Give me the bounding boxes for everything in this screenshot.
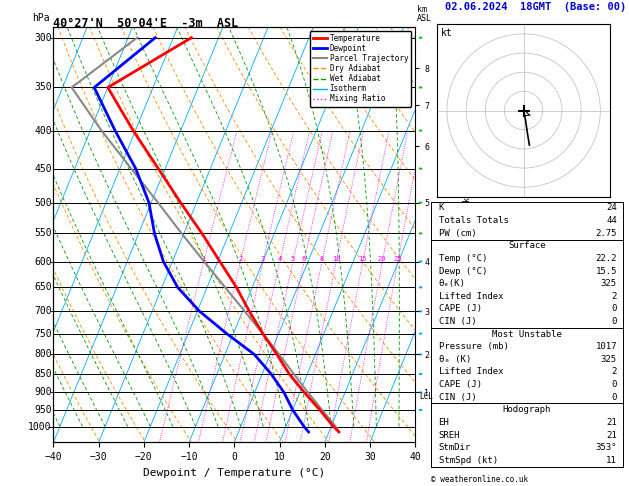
Text: 10: 10 xyxy=(331,256,340,262)
Text: 21: 21 xyxy=(606,418,617,427)
Text: 600: 600 xyxy=(34,257,52,266)
Text: 450: 450 xyxy=(34,164,52,174)
Text: Lifted Index: Lifted Index xyxy=(438,292,503,301)
Text: 350: 350 xyxy=(34,83,52,92)
Text: 300: 300 xyxy=(34,33,52,43)
Text: hPa: hPa xyxy=(32,13,50,22)
Text: Pressure (mb): Pressure (mb) xyxy=(438,342,508,351)
Text: Temp (°C): Temp (°C) xyxy=(438,254,487,263)
Text: 950: 950 xyxy=(34,405,52,415)
Text: 900: 900 xyxy=(34,387,52,398)
Text: Dewp (°C): Dewp (°C) xyxy=(438,266,487,276)
Text: CIN (J): CIN (J) xyxy=(438,393,476,402)
Text: Surface: Surface xyxy=(508,242,545,250)
Text: 2: 2 xyxy=(611,292,617,301)
Text: 40°27'N  50°04'E  -3m  ASL: 40°27'N 50°04'E -3m ASL xyxy=(53,17,239,30)
Text: θₑ (K): θₑ (K) xyxy=(438,355,470,364)
Text: 20: 20 xyxy=(378,256,386,262)
Text: 22.2: 22.2 xyxy=(596,254,617,263)
Text: PW (cm): PW (cm) xyxy=(438,229,476,238)
Text: 25: 25 xyxy=(394,256,402,262)
Text: Mixing Ratio (g/kg): Mixing Ratio (g/kg) xyxy=(463,187,472,282)
Text: 750: 750 xyxy=(34,329,52,339)
Text: Hodograph: Hodograph xyxy=(503,405,551,414)
Text: 2.75: 2.75 xyxy=(596,229,617,238)
Text: Totals Totals: Totals Totals xyxy=(438,216,508,225)
Text: 550: 550 xyxy=(34,228,52,239)
Text: 1: 1 xyxy=(201,256,206,262)
Text: 1000: 1000 xyxy=(28,421,52,432)
Text: LCL: LCL xyxy=(420,392,433,400)
Text: 4: 4 xyxy=(277,256,282,262)
Legend: Temperature, Dewpoint, Parcel Trajectory, Dry Adiabat, Wet Adiabat, Isotherm, Mi: Temperature, Dewpoint, Parcel Trajectory… xyxy=(309,31,411,106)
Text: 0: 0 xyxy=(611,393,617,402)
Text: Most Unstable: Most Unstable xyxy=(492,330,562,339)
Text: 6: 6 xyxy=(302,256,306,262)
Text: 5: 5 xyxy=(291,256,295,262)
Text: Lifted Index: Lifted Index xyxy=(438,367,503,377)
Text: 3: 3 xyxy=(261,256,265,262)
Text: CAPE (J): CAPE (J) xyxy=(438,380,482,389)
Text: 650: 650 xyxy=(34,282,52,293)
Text: 1017: 1017 xyxy=(596,342,617,351)
Text: 21: 21 xyxy=(606,431,617,439)
Text: © weatheronline.co.uk: © weatheronline.co.uk xyxy=(431,474,528,484)
Text: 325: 325 xyxy=(601,355,617,364)
Text: 700: 700 xyxy=(34,306,52,316)
Text: 24: 24 xyxy=(606,204,617,212)
Text: CIN (J): CIN (J) xyxy=(438,317,476,326)
Text: 15: 15 xyxy=(359,256,367,262)
Text: 2: 2 xyxy=(611,367,617,377)
Text: 325: 325 xyxy=(601,279,617,288)
Text: 0: 0 xyxy=(611,380,617,389)
Text: StmSpd (kt): StmSpd (kt) xyxy=(438,456,498,465)
Text: StmDir: StmDir xyxy=(438,443,470,452)
Text: CAPE (J): CAPE (J) xyxy=(438,304,482,313)
Text: 850: 850 xyxy=(34,369,52,379)
Text: θₑ(K): θₑ(K) xyxy=(438,279,465,288)
Text: 15.5: 15.5 xyxy=(596,266,617,276)
Text: EH: EH xyxy=(438,418,449,427)
Text: 8: 8 xyxy=(320,256,324,262)
Text: 02.06.2024  18GMT  (Base: 00): 02.06.2024 18GMT (Base: 00) xyxy=(445,2,626,13)
Text: 0: 0 xyxy=(611,317,617,326)
Text: 44: 44 xyxy=(606,216,617,225)
Text: km
ASL: km ASL xyxy=(417,4,432,22)
Text: 800: 800 xyxy=(34,349,52,360)
Text: 2: 2 xyxy=(238,256,242,262)
X-axis label: Dewpoint / Temperature (°C): Dewpoint / Temperature (°C) xyxy=(143,468,325,478)
Text: 500: 500 xyxy=(34,198,52,208)
Text: 353°: 353° xyxy=(596,443,617,452)
Text: 400: 400 xyxy=(34,125,52,136)
Text: K: K xyxy=(438,204,444,212)
Text: SREH: SREH xyxy=(438,431,460,439)
Text: 11: 11 xyxy=(606,456,617,465)
Text: 0: 0 xyxy=(611,304,617,313)
Text: kt: kt xyxy=(441,28,453,38)
